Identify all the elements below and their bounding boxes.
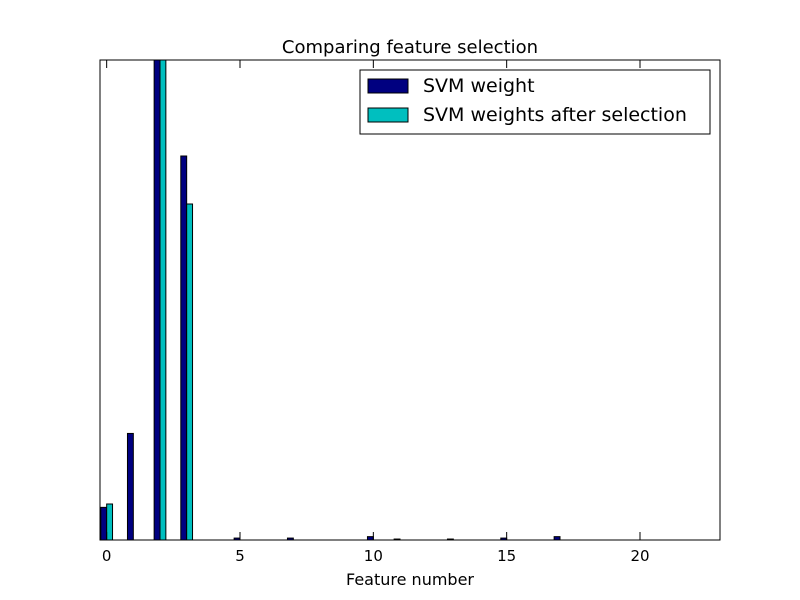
x-tick-label: 10: [364, 547, 383, 565]
legend-label-2: SVM weights after selection: [423, 104, 687, 126]
bar-series-2-feature-0: [106, 503, 114, 541]
plot-area-frame: [99, 59, 721, 541]
bar-series-1-feature-1: [126, 432, 134, 541]
chart-title: Comparing feature selection: [282, 37, 538, 58]
bar-series-2-feature-3: [186, 203, 194, 541]
bar-series-1-feature-17: [553, 536, 561, 541]
bar-series-1-feature-0: [100, 506, 108, 541]
legend-swatch-1: [367, 78, 409, 94]
bar-series-1-feature-3: [180, 155, 188, 541]
x-tick-label: 20: [630, 547, 649, 565]
x-tick-label: 0: [102, 547, 112, 565]
x-tick-label: 15: [497, 547, 516, 565]
legend-label-1: SVM weight: [423, 75, 535, 97]
x-tick-label: 5: [235, 547, 245, 565]
x-axis-ticks: 0 5 10 15 20: [102, 60, 650, 565]
legend-box: [359, 69, 711, 135]
bar-series-1-feature-10: [366, 536, 374, 541]
legend: SVM weight SVM weights after selection: [359, 69, 711, 135]
bar-series-2-feature-2: [159, 59, 167, 541]
bar-series-1-feature-2: [153, 59, 161, 541]
legend-swatch-2: [367, 107, 409, 123]
x-axis-label: Feature number: [346, 570, 474, 589]
